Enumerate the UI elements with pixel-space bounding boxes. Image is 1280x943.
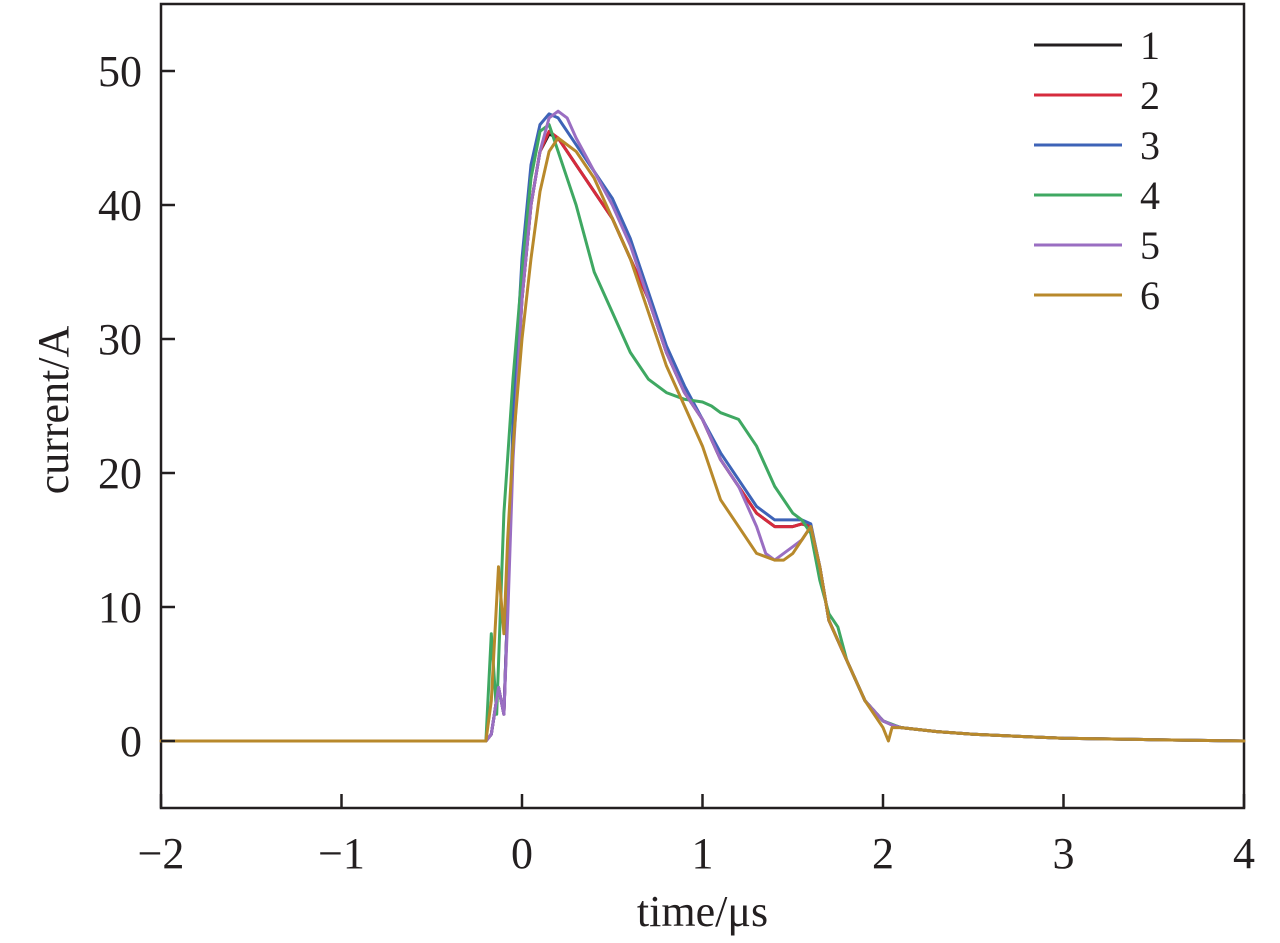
legend-label-4: 4 xyxy=(1140,173,1160,218)
x-axis: −2 −1 0 1 2 3 4 xyxy=(138,794,1255,878)
y-axis-title: current/A xyxy=(29,325,78,494)
legend-label-3: 3 xyxy=(1140,123,1160,168)
x-tick-label: 2 xyxy=(872,829,894,878)
y-tick-label: 30 xyxy=(98,315,142,364)
y-axis: 0 10 20 30 40 50 xyxy=(98,47,175,766)
legend-label-1: 1 xyxy=(1140,23,1160,68)
legend-label-6: 6 xyxy=(1140,273,1160,318)
y-tick-label: 40 xyxy=(98,181,142,230)
legend-label-5: 5 xyxy=(1140,223,1160,268)
x-tick-label: −2 xyxy=(138,829,185,878)
x-tick-label: 4 xyxy=(1233,829,1255,878)
series-line-4 xyxy=(159,123,1246,743)
plot-frame xyxy=(159,2,1246,810)
x-axis-title: time/μs xyxy=(637,887,768,936)
series-line-5 xyxy=(159,109,1246,743)
x-tick-label: −1 xyxy=(318,829,365,878)
series-line-2 xyxy=(159,129,1246,743)
x-tick-label: 3 xyxy=(1053,829,1075,878)
x-tick-label: 1 xyxy=(692,829,714,878)
legend: 1 2 3 4 5 6 xyxy=(1034,23,1160,318)
series-line-6 xyxy=(159,136,1246,743)
x-tick-label: 0 xyxy=(511,829,533,878)
y-tick-label: 50 xyxy=(98,47,142,96)
plot-area xyxy=(159,2,1246,810)
series-line-1 xyxy=(159,132,1246,743)
y-tick-label: 20 xyxy=(98,449,142,498)
series-group xyxy=(159,109,1246,743)
y-tick-label: 0 xyxy=(120,717,142,766)
y-tick-label: 10 xyxy=(98,583,142,632)
series-line-3 xyxy=(159,112,1246,743)
legend-label-2: 2 xyxy=(1140,73,1160,118)
